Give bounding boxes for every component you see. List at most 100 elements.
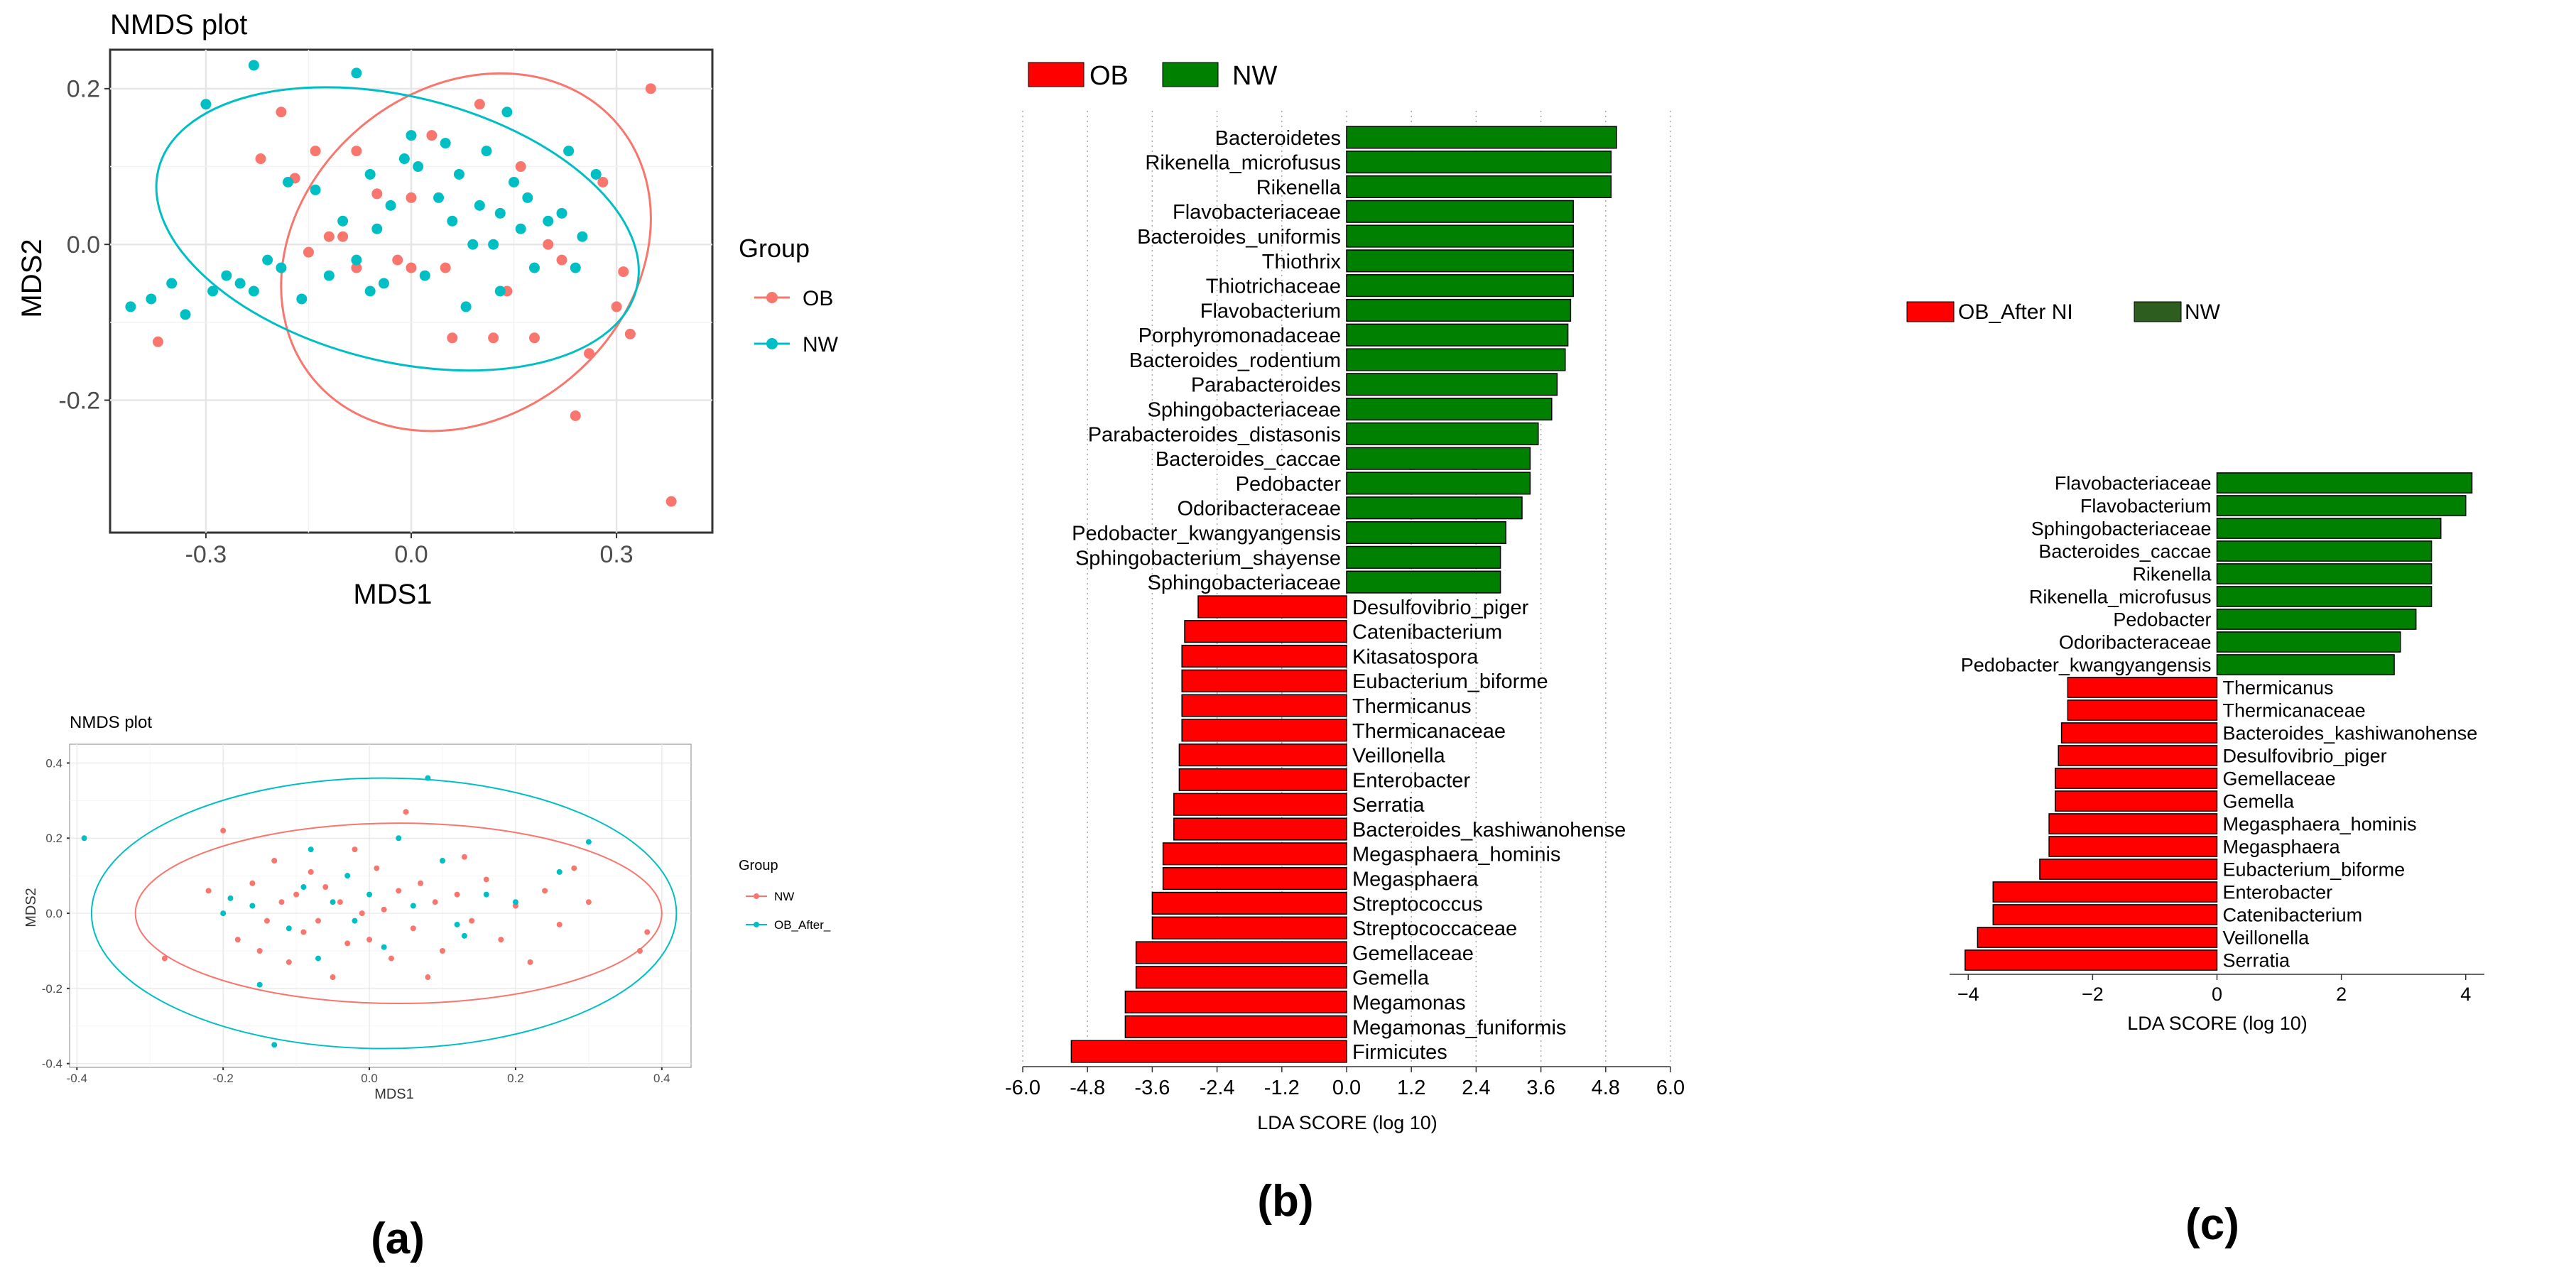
nmds-bottom-point-nw-9 [293,891,300,898]
nmds-bottom-point-ob-after-0 [81,835,87,842]
nmds-top-point-nw-48 [364,168,376,180]
nmds-top-legend-ob-label: OB [803,287,833,310]
lefse-c-bar-8 [2216,654,2395,675]
lefse-b-bar-30 [1162,867,1347,891]
nmds-top-xlabel: MDS1 [353,579,432,610]
nmds-top-point-nw-28 [440,138,451,149]
lefse-b-bar-label-24: Thermicanaceae [1352,720,1506,743]
lefse-b-bar-37 [1070,1040,1347,1063]
lefse-c-bar-2 [2216,518,2442,539]
nmds-bottom-point-ob-after-13 [381,944,387,950]
lefse-c-bar-9 [2067,677,2218,698]
nmds-bottom-point-nw-13 [322,884,329,891]
nmds-top-point-nw-24 [406,130,417,141]
lefse-c-bar-label-10: Thermicanaceae [2223,700,2366,722]
lefse-c-legend-ob-swatch [1906,301,1955,322]
nmds-bottom-ytick-label-1: -0.2 [42,982,63,996]
nmds-bottom-point-nw-42 [256,947,263,954]
nmds-top-point-ob-2 [255,153,266,165]
nmds-top-point-nw-15 [323,270,335,281]
nmds-bottom-point-ob-after-7 [300,884,307,891]
nmds-bottom-point-ob-after-1 [220,910,227,917]
nmds-bottom-point-nw-40 [636,947,643,954]
lefse-b-bar-label-13: Bacteroides_caccae [1156,448,1341,471]
lefse-b-bar-33 [1135,941,1347,964]
lefse-c-bar-label-1: Flavobacterium [2080,496,2212,517]
lefse-b-legend-nw-label: NW [1232,61,1277,91]
lefse-c-bar-7 [2216,631,2401,653]
nmds-top-point-nw-32 [467,239,479,250]
lefse-b-xtick-label-2: -3.6 [1134,1077,1170,1099]
nmds-top-point-nw-49 [494,207,506,219]
nmds-bottom-point-nw-4 [249,880,256,886]
lefse-c-legend-nw-label: NW [2185,300,2221,324]
lefse-b-xtick-label-1: -4.8 [1070,1077,1105,1099]
lefse-b-xtick-label-8: 3.6 [1526,1077,1555,1099]
nmds-bottom-point-nw-19 [366,937,373,943]
nmds-top-ytick-label-1: 0.0 [67,232,100,258]
nmds-top-point-ob-19 [515,161,526,173]
nmds-bottom-ytick-label-4: 0.4 [45,756,63,770]
lefse-b-bar-label-18: Sphingobacteriaceae [1148,572,1341,594]
nmds-bottom-panel-frame [69,744,692,1068]
nmds-top-point-nw-17 [351,67,362,79]
lefse-b-xtick-label-0: -6.0 [1005,1077,1040,1099]
nmds-top-point-nw-10 [262,254,273,266]
lefse-c-xtick-label-2: 0 [2212,984,2222,1005]
lefse-c-bar-20 [1977,927,2218,948]
nmds-bottom-point-nw-2 [220,827,227,834]
nmds-top-point-ob-29 [645,83,656,94]
nmds-top-point-nw-20 [371,223,383,234]
nmds-top-point-nw-4 [200,99,212,110]
nmds-bottom-point-ob-after-22 [585,839,592,845]
nmds-bottom-point-nw-14 [330,974,336,981]
lefse-c-bar-label-20: Veillonella [2223,927,2310,949]
nmds-bottom-point-nw-8 [286,959,292,965]
lefse-c-bar-13 [2055,768,2218,789]
nmds-top-point-ob-30 [665,496,677,507]
lefse-b-bar-0 [1346,126,1617,149]
lefse-b-bar-label-3: Flavobacteriaceae [1173,201,1341,224]
lefse-c-bar-1 [2216,495,2467,516]
nmds-bottom-point-ob-after-16 [425,775,431,781]
lefse-b-bar-26 [1178,768,1347,791]
nmds-bottom-point-ob-after-20 [512,899,518,905]
nmds-bottom-marks [81,775,678,1050]
nmds-bottom-legend-nw-label: NW [774,890,794,903]
nmds-bottom-title: NMDS plot [70,713,152,732]
lefse-b-bar-label-1: Rikenella_microfusus [1145,152,1341,175]
nmds-top-point-ob-25 [611,301,622,312]
nmds-top-point-nw-13 [296,293,308,305]
nmds-bottom-point-nw-16 [344,940,351,947]
lefse-b-bar-16 [1346,521,1506,545]
nmds-top-xtick-label-0: -0.3 [185,541,227,568]
nmds-bottom-xtick-label-2: 0.0 [361,1072,378,1085]
nmds-bottom-ellipse-nw [134,822,663,1005]
nmds-bottom-point-nw-21 [381,906,387,913]
nmds-top-point-ob-12 [406,262,417,273]
nmds-top-point-ob-26 [618,266,629,278]
lefse-b-xtick-label-9: 4.8 [1592,1077,1620,1099]
lefse-b-xtick-label-7: 2.4 [1462,1077,1490,1099]
lefse-b-bar-label-31: Streptococcus [1352,893,1483,915]
nmds-bottom-point-nw-36 [542,888,548,894]
nmds-bottom-ytick-label-2: 0.0 [45,907,63,920]
nmds-top-point-nw-5 [207,285,219,297]
nmds-bottom-point-ob-after-23 [454,921,460,927]
nmds-top-xtick-label-2: 0.3 [599,541,633,568]
lefse-c-bar-label-6: Pedobacter [2113,609,2211,631]
lefse-c-bar-label-14: Gemella [2223,791,2295,812]
nmds-bottom-legend-title: Group [739,858,778,873]
nmds-top-point-ob-8 [351,146,362,157]
nmds-top-point-ob-5 [310,146,321,157]
lefse-b-xtick-label-4: -1.2 [1264,1077,1300,1099]
lefse-c-bar-label-2: Sphingobacteriaceae [2031,518,2212,540]
nmds-bottom-point-nw-37 [556,921,563,927]
lefse-c-bar-label-4: Rikenella [2132,564,2212,585]
nmds-bottom-point-nw-20 [374,865,380,871]
lefse-c-bar-label-18: Enterobacter [2223,882,2333,903]
nmds-bottom-point-nw-28 [432,899,438,905]
nmds-top-point-nw-27 [433,192,445,203]
nmds-bottom-point-ob-after-11 [352,918,358,924]
